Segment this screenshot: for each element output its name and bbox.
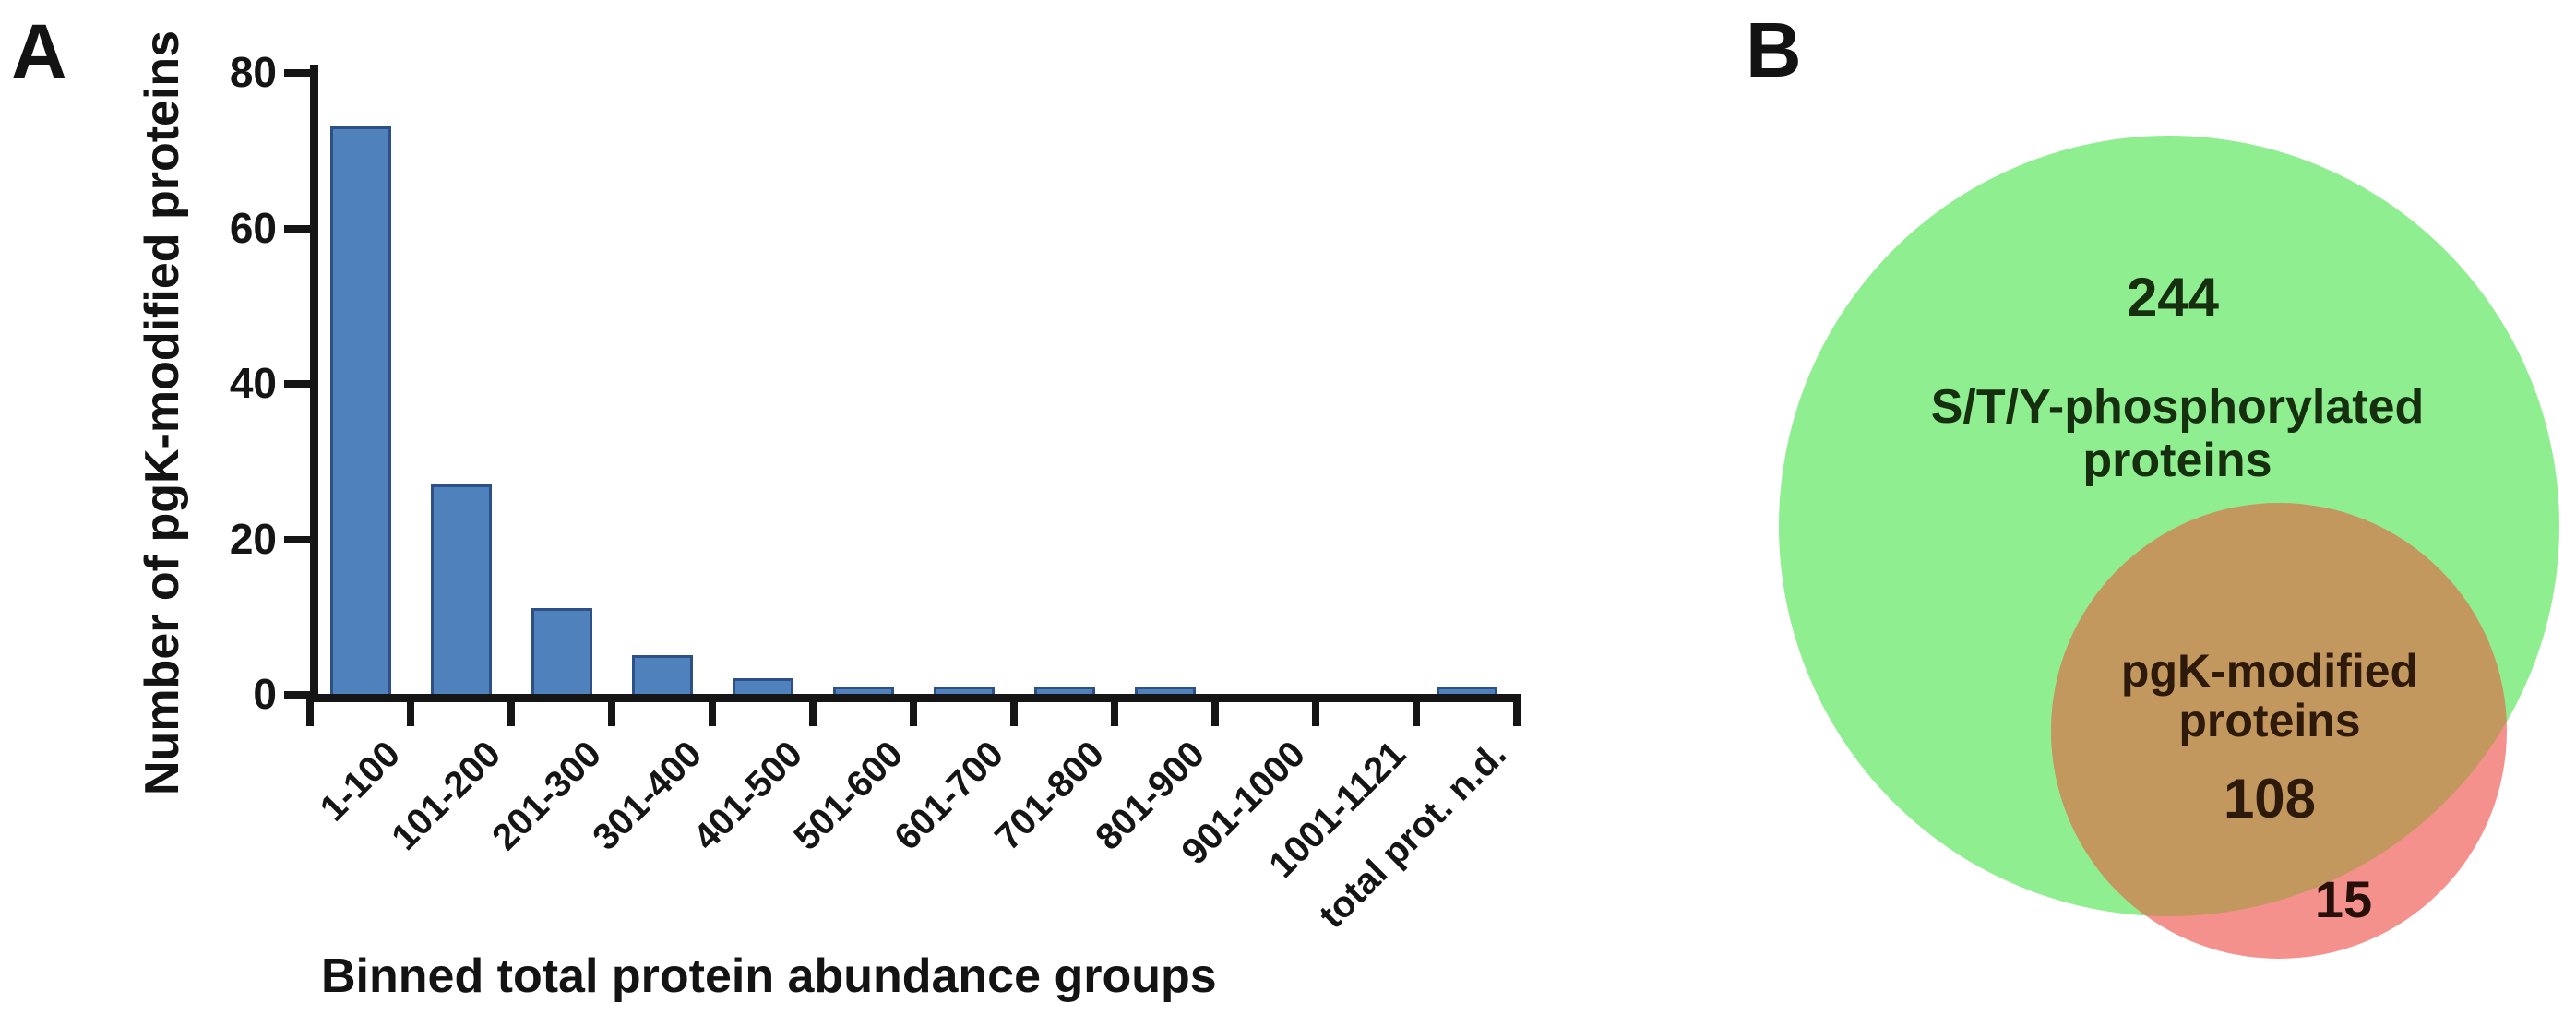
x-axis-tick: [1513, 702, 1521, 726]
x-axis-tick: [507, 702, 515, 726]
x-axis-tick: [809, 702, 817, 726]
y-axis-tick: [284, 691, 312, 699]
bar: [1436, 686, 1497, 694]
venn-diagram: [1779, 136, 2559, 959]
x-axis-line: [306, 694, 1521, 702]
y-axis-tick: [284, 224, 312, 233]
y-tick-label: 80: [229, 48, 277, 96]
x-axis-tick: [608, 702, 615, 726]
venn-overlap-region: [2051, 503, 2507, 916]
venn-overlap-count: 108: [2223, 768, 2317, 830]
x-axis-tick: [407, 702, 414, 726]
y-tick-label: 40: [229, 359, 277, 407]
x-axis-tick: [306, 702, 314, 726]
y-tick-label: 0: [253, 670, 277, 718]
y-axis-tick: [284, 69, 312, 77]
bar-chart-plot-area: 0 20 40 60 80 1-100 101-200 201-300 301-400 401-5…: [229, 48, 1521, 937]
y-tick-label: 20: [229, 514, 277, 563]
y-tick-label: 60: [229, 203, 277, 252]
bar: [631, 654, 693, 694]
panel-b-label: B: [1746, 6, 1802, 93]
bar: [732, 678, 793, 694]
x-axis-title: Binned total protein abundance groups: [321, 949, 1217, 1003]
x-axis-tick: [1010, 702, 1018, 726]
bar: [1134, 686, 1196, 694]
y-axis-tick: [284, 535, 312, 543]
bar: [832, 686, 894, 694]
y-axis-tick: [284, 380, 312, 388]
venn-pink-label: pgK-modified proteins: [1993, 646, 2546, 746]
bar: [933, 686, 995, 694]
venn-pink-label-line2: proteins: [2178, 695, 2361, 746]
venn-green-count: 244: [2126, 267, 2220, 328]
x-axis-tick: [1413, 702, 1420, 726]
x-axis-tick: [1312, 702, 1319, 726]
x-axis-tick: [1211, 702, 1219, 726]
venn-pink-label-line1: pgK-modified: [2120, 645, 2419, 697]
y-axis-line: [310, 65, 318, 702]
x-axis-tick: [709, 702, 716, 726]
venn-green-label-line1: S/T/Y-phosphorylated: [1930, 380, 2425, 434]
x-axis-tick: [1111, 702, 1118, 726]
x-axis-tick: [910, 702, 917, 726]
bar: [531, 608, 592, 694]
venn-green-label-line2: proteins: [2082, 434, 2272, 487]
bar: [1033, 686, 1095, 694]
bar: [329, 125, 391, 694]
panel-a-label: A: [11, 8, 67, 95]
venn-green-label: S/T/Y-phosphorylated proteins: [1854, 380, 2500, 487]
bar: [430, 484, 492, 694]
venn-pink-only-count: 15: [2314, 870, 2373, 928]
